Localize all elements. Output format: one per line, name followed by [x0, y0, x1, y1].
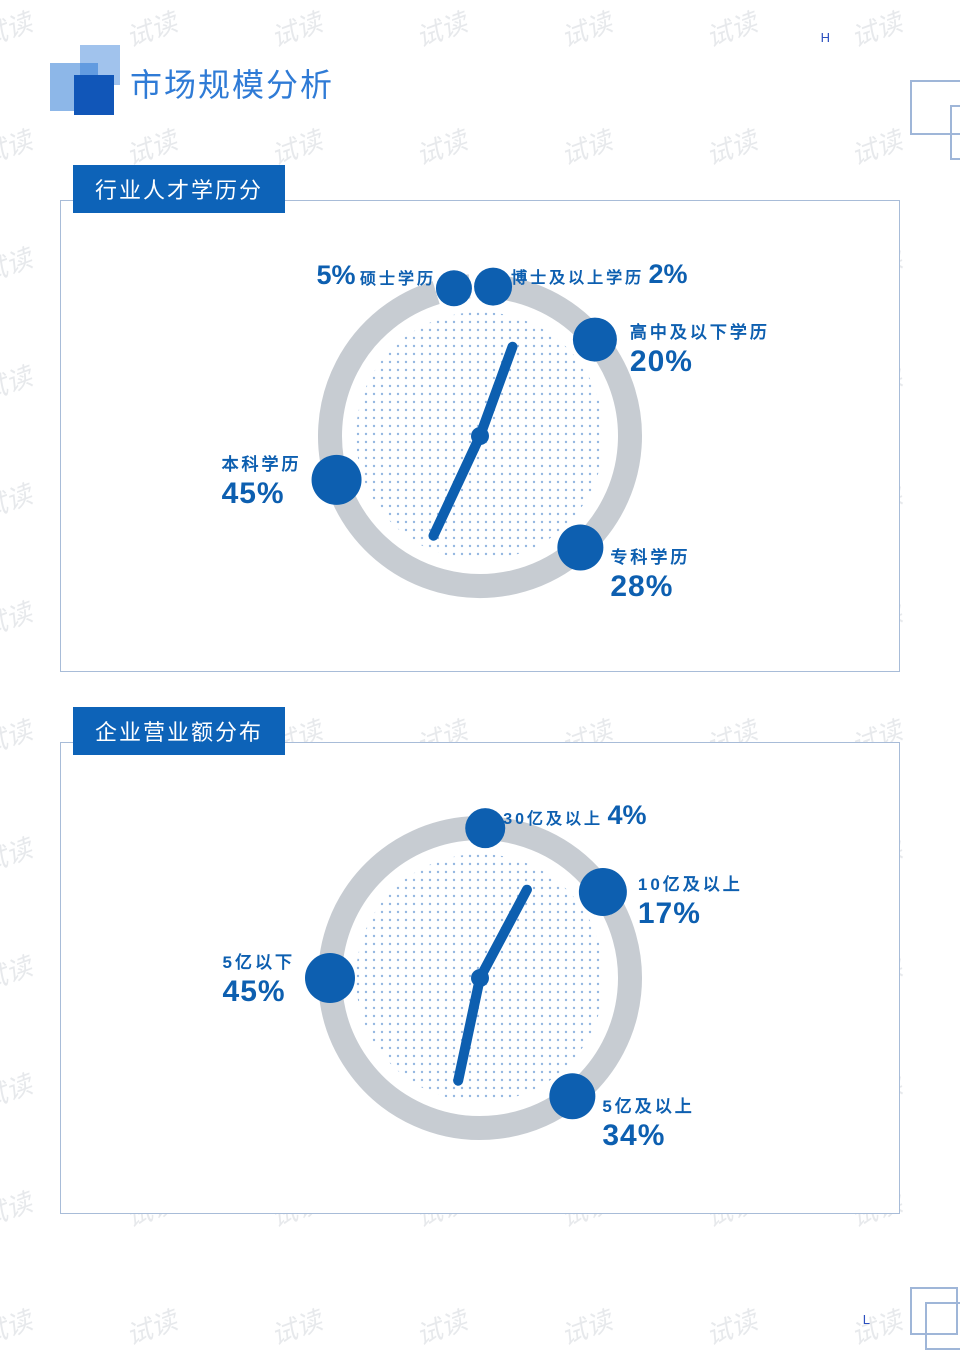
data-point-label: 本科学历45%: [222, 450, 302, 511]
data-point-label: 10亿及以上17%: [638, 870, 743, 931]
data-point-dot: [436, 270, 472, 306]
data-point-label: 5% 硕士学历: [316, 260, 436, 291]
data-point-dot: [465, 808, 505, 848]
panel-education: 行业人才学历分 博士及以上学历 2%高中及以下学历20%专科学历28%本科学历4…: [60, 200, 900, 672]
page-header: 市场规模分析: [0, 0, 960, 120]
data-point-dot: [573, 318, 617, 362]
panel-revenue-label: 企业营业额分布: [73, 707, 285, 755]
data-point-label: 博士及以上学历 2%: [511, 259, 688, 290]
data-point-dot: [474, 268, 512, 306]
corner-bottom-letter: L: [863, 1312, 870, 1327]
data-point-label: 30亿及以上 4%: [503, 800, 646, 831]
data-point-label: 专科学历28%: [610, 543, 690, 604]
data-point-label: 5亿及以上34%: [602, 1092, 694, 1153]
data-point-dot: [579, 868, 627, 916]
data-point-dot: [312, 455, 362, 505]
data-point-label: 高中及以下学历20%: [630, 318, 770, 379]
data-point-dot: [549, 1073, 595, 1119]
panel-education-label: 行业人才学历分: [73, 165, 285, 213]
panel-revenue: 企业营业额分布 30亿及以上 4%10亿及以上17%5亿及以上34%5亿以下45…: [60, 742, 900, 1214]
page-title: 市场规模分析: [130, 60, 334, 106]
clock-chart: [300, 256, 660, 616]
data-point-dot: [305, 953, 355, 1003]
data-point-label: 5亿以下45%: [223, 948, 295, 1009]
data-point-dot: [557, 524, 603, 570]
